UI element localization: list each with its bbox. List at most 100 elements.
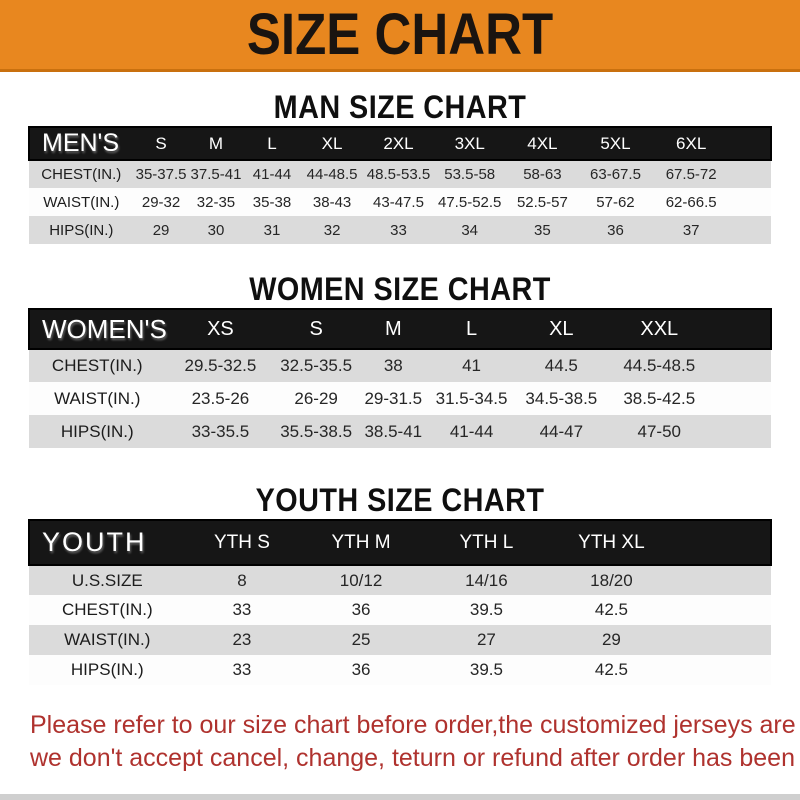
cell: 37	[652, 216, 731, 244]
cell: 32-35	[188, 188, 244, 216]
cell: 37.5-41	[188, 160, 244, 188]
women-section-heading: WOMEN SIZE CHART	[249, 271, 551, 307]
men-chest-row: CHEST(IN.) 35-37.5 37.5-41 41-44 44-48.5…	[29, 160, 771, 188]
cell: 35	[506, 216, 579, 244]
cell: 44.5	[513, 349, 610, 382]
cell: 39.5	[423, 595, 550, 625]
men-band-label: MEN'S	[29, 127, 134, 160]
cell: 36	[578, 216, 653, 244]
youth-col-header: YTH XL	[549, 520, 674, 565]
cell: 35-38	[243, 188, 301, 216]
cell: 8	[185, 565, 299, 595]
cell: 43-47.5	[363, 188, 434, 216]
cell: 62-66.5	[652, 188, 731, 216]
cell: 35-37.5	[133, 160, 189, 188]
cell: 58-63	[506, 160, 579, 188]
row-label: HIPS(IN.)	[29, 216, 134, 244]
cell: 10/12	[298, 565, 424, 595]
bottom-edge-bar	[0, 794, 800, 800]
youth-ussize-row: U.S.SIZE 8 10/12 14/16 18/20	[29, 565, 771, 595]
cell: 31.5-34.5	[429, 382, 514, 415]
cell: 29	[133, 216, 189, 244]
cell: 38.5-42.5	[609, 382, 710, 415]
cell: 42.5	[549, 595, 674, 625]
cell: 18/20	[549, 565, 674, 595]
row-label: CHEST(IN.)	[29, 349, 166, 382]
spacer-cell	[673, 625, 771, 655]
women-band-label: WOMEN'S	[29, 309, 167, 349]
cell: 53.5-58	[433, 160, 507, 188]
cell: 32	[300, 216, 364, 244]
men-col-header: 5XL	[578, 127, 653, 160]
men-size-table: MEN'S S M L XL 2XL 3XL 4XL 5XL 6XL CHEST…	[28, 126, 772, 244]
youth-size-table: YOUTH YTH S YTH M YTH L YTH XL U.S.SIZE …	[28, 519, 772, 685]
men-col-header: 2XL	[363, 127, 434, 160]
cell: 44-48.5	[300, 160, 364, 188]
cell: 57-62	[578, 188, 653, 216]
cell: 48.5-53.5	[363, 160, 434, 188]
women-chest-row: CHEST(IN.) 29.5-32.5 32.5-35.5 38 41 44.…	[29, 349, 771, 382]
row-label: WAIST(IN.)	[29, 625, 186, 655]
men-col-header: 4XL	[506, 127, 579, 160]
youth-col-header: YTH S	[185, 520, 299, 565]
title-banner: SIZE CHART	[0, 0, 800, 72]
cell: 32.5-35.5	[275, 349, 357, 382]
youth-hips-row: HIPS(IN.) 33 36 39.5 42.5	[29, 655, 771, 685]
men-col-header: M	[188, 127, 244, 160]
row-label: WAIST(IN.)	[29, 382, 166, 415]
cell: 67.5-72	[652, 160, 731, 188]
page-title: SIZE CHART	[246, 2, 554, 67]
youth-col-header: YTH M	[298, 520, 424, 565]
cell: 38-43	[300, 188, 364, 216]
cell: 36	[298, 595, 424, 625]
cell: 52.5-57	[506, 188, 579, 216]
spacer-cell	[673, 595, 771, 625]
youth-chest-row: CHEST(IN.) 33 36 39.5 42.5	[29, 595, 771, 625]
men-hips-row: HIPS(IN.) 29 30 31 32 33 34 35 36 37	[29, 216, 771, 244]
order-notice-line2: we don't accept cancel, change, teturn o…	[30, 744, 800, 772]
cell: 29-32	[133, 188, 189, 216]
women-col-header: M	[356, 309, 430, 349]
cell: 41-44	[429, 415, 514, 448]
cell: 47-50	[609, 415, 710, 448]
men-col-header: 3XL	[433, 127, 507, 160]
row-label: CHEST(IN.)	[29, 160, 134, 188]
women-hips-row: HIPS(IN.) 33-35.5 35.5-38.5 38.5-41 41-4…	[29, 415, 771, 448]
men-section-heading: MAN SIZE CHART	[273, 89, 527, 125]
men-col-header: XL	[300, 127, 364, 160]
spacer-cell	[709, 349, 771, 382]
cell: 34.5-38.5	[513, 382, 610, 415]
spacer-cell	[673, 565, 771, 595]
cell: 63-67.5	[578, 160, 653, 188]
spacer-cell	[730, 160, 771, 188]
cell: 42.5	[549, 655, 674, 685]
cell: 29.5-32.5	[165, 349, 276, 382]
order-notice-line1: Please refer to our size chart before or…	[30, 711, 800, 739]
cell: 44-47	[513, 415, 610, 448]
cell: 23.5-26	[165, 382, 276, 415]
row-label: HIPS(IN.)	[29, 655, 186, 685]
cell: 38	[356, 349, 430, 382]
cell: 27	[423, 625, 550, 655]
cell: 25	[298, 625, 424, 655]
men-header-row: MEN'S S M L XL 2XL 3XL 4XL 5XL 6XL	[29, 127, 771, 160]
spacer-cell	[730, 216, 771, 244]
cell: 33	[185, 595, 299, 625]
spacer-cell	[709, 382, 771, 415]
row-label: HIPS(IN.)	[29, 415, 166, 448]
spacer-cell	[709, 415, 771, 448]
men-waist-row: WAIST(IN.) 29-32 32-35 35-38 38-43 43-47…	[29, 188, 771, 216]
men-col-header: S	[133, 127, 189, 160]
cell: 44.5-48.5	[609, 349, 710, 382]
cell: 36	[298, 655, 424, 685]
row-label: CHEST(IN.)	[29, 595, 186, 625]
youth-col-header: YTH L	[423, 520, 550, 565]
women-col-header: XS	[165, 309, 276, 349]
cell: 29	[549, 625, 674, 655]
women-waist-row: WAIST(IN.) 23.5-26 26-29 29-31.5 31.5-34…	[29, 382, 771, 415]
row-label: WAIST(IN.)	[29, 188, 134, 216]
women-header-row: WOMEN'S XS S M L XL XXL	[29, 309, 771, 349]
cell: 30	[188, 216, 244, 244]
cell: 41	[429, 349, 514, 382]
